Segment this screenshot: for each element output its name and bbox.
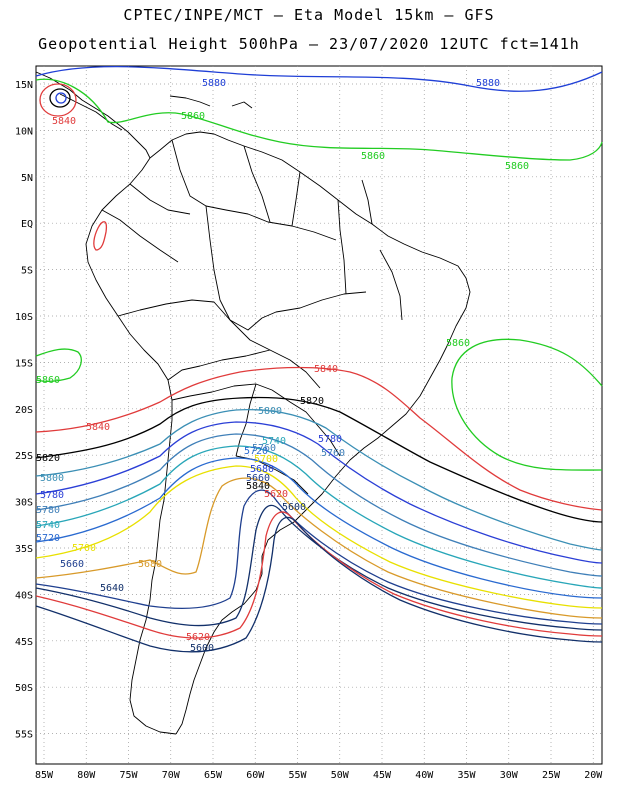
contour-5860 [35,78,603,161]
contour-5880-ring [55,92,67,104]
lon-label: 80W [77,770,96,781]
contour-5820 [35,396,603,523]
lat-label: 45S [15,637,33,648]
label-5840: 5840 [246,481,270,492]
contour-5860-ring [49,88,71,108]
label-5820: 5820 [36,453,60,464]
lon-label: 35W [457,770,476,781]
contour-5840 [35,366,603,511]
label-5680: 5680 [250,464,274,475]
label-5840: 5840 [314,364,338,375]
lat-label: 5S [21,266,33,277]
map-title: CPTEC/INPE/MCT – Eta Model 15km – GFS [123,6,495,24]
label-5700: 5700 [72,543,96,554]
contour-5720 [35,457,603,599]
lat-label: 50S [15,683,33,694]
contour-5660 [35,489,603,625]
label-5780: 5780 [36,505,60,516]
lat-label: 20S [15,405,33,416]
contour-5840-eq [93,221,108,251]
label-5800: 5800 [40,473,64,484]
label-5660: 5660 [60,559,84,570]
label-5740: 5740 [36,520,60,531]
label-5640: 5640 [100,583,124,594]
label-5600: 5600 [190,643,214,654]
label-5860: 5860 [505,161,529,172]
lon-labels: 85W 80W 75W 70W 65W 60W 55W 50W 45W 40W 35W 30W 25W 2… [35,770,603,781]
lat-label: 10S [15,312,33,323]
lat-label: 25S [15,451,33,462]
label-5720: 5720 [36,533,60,544]
label-5880: 5880 [202,78,226,89]
contour-5640 [35,504,603,631]
label-5840: 5840 [86,422,110,433]
label-5620: 5620 [186,632,210,643]
label-5820: 5820 [300,396,324,407]
lat-labels: 15N 10N 5N EQ 5S 10S 15S 20S 25S 30S 35S 40S 45S 50S 5… [15,80,33,741]
label-5860: 5860 [446,338,470,349]
lon-label: 50W [331,770,350,781]
coastlines [35,71,471,735]
lat-label: 55S [15,730,33,741]
contour-5780 [35,421,603,564]
lon-label: 20W [584,770,603,781]
label-5680: 5680 [138,559,162,570]
contour-5880 [35,65,603,92]
lon-label: 40W [415,770,434,781]
contour-5700 [35,465,603,609]
label-5660: 5660 [246,473,270,484]
lon-label: 30W [500,770,519,781]
label-5860: 5860 [181,111,205,122]
map-frame [35,65,603,765]
lon-label: 25W [542,770,561,781]
lat-label: EQ [21,219,33,230]
label-5600: 5600 [282,502,306,513]
label-5840: 5840 [52,116,76,127]
lon-label: 45W [373,770,392,781]
label-5720: 5720 [244,446,268,457]
lon-label: 55W [288,770,307,781]
lon-label: 75W [119,770,138,781]
label-5760: 5760 [321,448,345,459]
contour-5860-east [451,338,603,471]
lon-label: 65W [204,770,223,781]
contour-5600 [35,516,603,653]
label-5860: 5860 [361,151,385,162]
lat-label: 15S [15,358,33,369]
contour-5680 [35,477,603,619]
contour-5840-ring [39,83,77,117]
contour-5740 [35,445,603,589]
lat-label: 5N [21,173,33,184]
label-5620: 5620 [264,489,288,500]
contour-5860-west [35,348,82,382]
label-5780: 5780 [40,490,64,501]
lat-label: 30S [15,498,33,509]
contour-lines [35,65,603,653]
contour-5760 [35,433,603,577]
label-5740: 5740 [262,436,286,447]
lon-label: 60W [246,770,265,781]
map-subtitle: Geopotential Height 500hPa – 23/07/2020 … [38,35,580,53]
lat-label: 35S [15,544,33,555]
lat-label: 10N [15,126,33,137]
contour-labels: 5880 5880 5860 5860 5860 5860 5860 5840 … [36,78,529,654]
label-5880: 5880 [476,78,500,89]
label-5760: 5760 [252,443,276,454]
lon-label: 85W [35,770,54,781]
label-5800: 5800 [258,406,282,417]
lat-label: 15N [15,80,33,91]
label-5780: 5780 [318,434,342,445]
grid-lines [36,66,602,764]
lon-label: 70W [162,770,181,781]
contour-5620 [35,511,603,639]
contour-5800 [35,408,603,551]
label-5860: 5860 [36,375,60,386]
label-5700: 5700 [254,454,278,465]
lat-label: 40S [15,590,33,601]
